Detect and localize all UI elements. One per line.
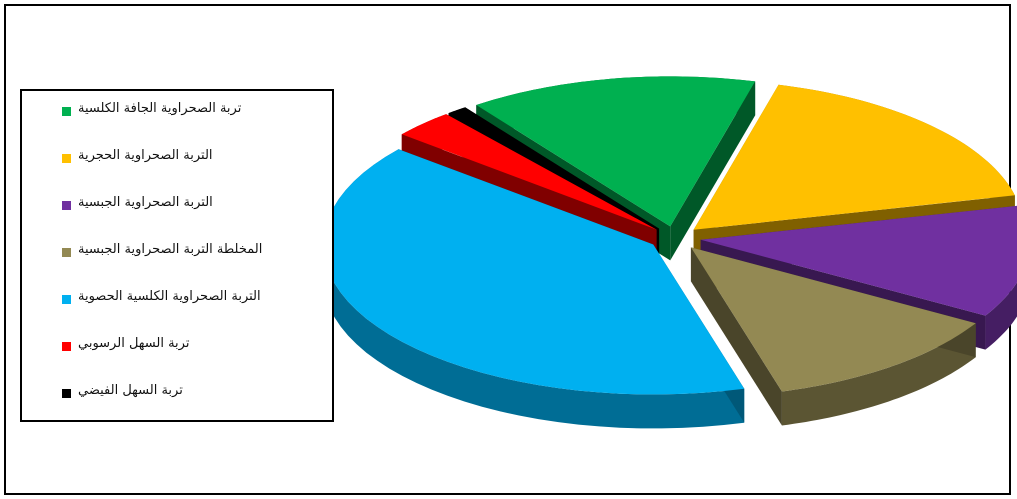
pie-slice [690, 247, 976, 426]
legend-label: التربة الصحراوية الكلسية الحصوية [78, 289, 261, 304]
legend-swatch [62, 389, 71, 398]
legend-label: المخلطة التربة الصحراوية الجبسية [78, 242, 263, 257]
legend-label: تربة السهل الرسوبي [78, 336, 190, 351]
pie-slice-side [781, 323, 976, 426]
legend-swatch [62, 154, 71, 163]
legend-swatch [62, 107, 71, 116]
pie-slice-top [401, 114, 657, 230]
legend-item: تربة الصحراوية الجافة الكلسية [22, 101, 322, 123]
legend-swatch [62, 201, 71, 210]
legend-item: تربة السهل الرسوبي [22, 336, 322, 358]
pie-slice-top [700, 205, 1017, 316]
pie-slice-side [323, 149, 745, 429]
legend-swatch [62, 342, 71, 351]
legend-swatch [62, 295, 71, 304]
pie-slice-edge [670, 81, 756, 261]
pie-slice-side [985, 282, 1017, 350]
legend-label: تربة السهل الفيضي [78, 383, 183, 398]
legend: تربة الصحراوية الجافة الكلسية التربة الص… [20, 89, 334, 422]
pie-slice-top [476, 76, 756, 227]
pie-slice-top [323, 149, 745, 395]
pie-slice-top [693, 84, 1015, 230]
legend-label: التربة الصحراوية الجبسية [78, 195, 213, 210]
legend-swatch [62, 248, 71, 257]
pie-slice [323, 149, 745, 429]
legend-item: التربة الصحراوية الحجرية [22, 148, 322, 170]
pie-slice-top [690, 247, 976, 392]
pie-slice-edge [690, 247, 782, 426]
legend-item: التربة الصحراوية الجبسية [22, 195, 322, 217]
pie-slice-top [448, 107, 660, 229]
legend-label: التربة الصحراوية الحجرية [78, 148, 213, 163]
legend-item: تربة السهل الفيضي [22, 383, 322, 405]
legend-item: التربة الصحراوية الكلسية الحصوية [22, 289, 322, 311]
legend-label: تربة الصحراوية الجافة الكلسية [78, 101, 242, 116]
legend-item: المخلطة التربة الصحراوية الجبسية [22, 242, 322, 264]
